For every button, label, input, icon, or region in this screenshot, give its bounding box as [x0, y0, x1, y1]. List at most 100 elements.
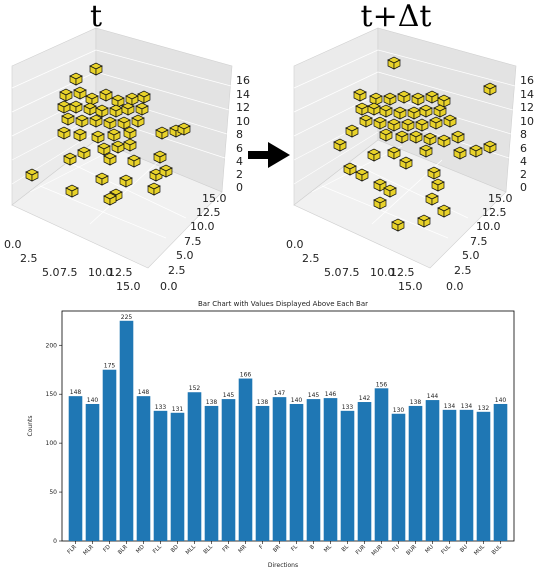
- voxel-cube: [153, 150, 167, 164]
- voxel-cube: [399, 156, 413, 170]
- voxel-cube: [401, 118, 415, 132]
- voxel-cube: [367, 102, 381, 116]
- voxel-cube: [395, 130, 409, 144]
- chart-title: Bar Chart with Values Displayed Above Ea…: [198, 300, 368, 308]
- voxel-cube: [451, 130, 465, 144]
- x-tick-label: BD: [170, 544, 180, 554]
- voxel-cube: [443, 114, 457, 128]
- right-y-tick: 10.0: [476, 220, 501, 233]
- right-3d-panel: t+Δt 16 14 12 10 8 6 4 2 0 0.0 2.5 5.0 7…: [286, 0, 534, 293]
- x-tick-label: BL: [341, 544, 351, 554]
- voxel-cube: [415, 118, 429, 132]
- left-x-tick: 0.0: [4, 238, 22, 251]
- x-tick-label: MR: [238, 544, 248, 554]
- x-tick-label: BUL: [491, 544, 504, 557]
- x-tick-label: BR: [272, 544, 282, 554]
- bar-value-label: 133: [155, 404, 167, 411]
- x-tick-label: FR: [222, 544, 231, 553]
- left-z-tick: 10: [236, 115, 250, 128]
- voxel-cube: [433, 104, 447, 118]
- voxel-cube: [177, 122, 191, 136]
- voxel-cube: [453, 146, 467, 160]
- right-x-tick: 2.5: [302, 252, 320, 265]
- voxel-cube: [343, 162, 357, 176]
- bar-value-label: 145: [308, 392, 320, 399]
- voxel-cube: [111, 140, 125, 154]
- voxel-cube: [427, 166, 441, 180]
- bar-value-label: 175: [104, 363, 116, 370]
- right-y-tick: 12.5: [482, 206, 507, 219]
- voxel-cube: [149, 168, 163, 182]
- voxel-cube: [429, 116, 443, 130]
- left-z-tick: 12: [236, 101, 250, 114]
- bar: [459, 409, 474, 541]
- bar: [289, 403, 304, 541]
- voxel-cube: [111, 94, 125, 108]
- voxel-cube: [95, 104, 109, 118]
- right-x-tick: 0.0: [286, 238, 304, 251]
- right-time-label: t+Δt: [361, 0, 432, 34]
- y-axis-label: Counts: [27, 416, 34, 437]
- voxel-cube: [397, 90, 411, 104]
- right-y-tick: 0.0: [446, 280, 464, 293]
- left-time-label: t: [90, 0, 102, 34]
- voxel-cube: [155, 126, 169, 140]
- voxel-cube: [131, 114, 145, 128]
- bar-value-label: 152: [189, 385, 201, 392]
- bar: [493, 403, 508, 541]
- voxel-cube: [117, 116, 131, 130]
- bar-chart: Bar Chart with Values Displayed Above Ea…: [27, 300, 515, 569]
- x-tick-label: MD: [135, 544, 146, 555]
- left-z-tick: 16: [236, 74, 250, 87]
- voxel-cube: [159, 164, 173, 178]
- right-z-tick: 10: [520, 115, 534, 128]
- x-tick-label: BUR: [405, 544, 418, 557]
- bar-value-label: 133: [342, 404, 354, 411]
- voxel-cube: [333, 138, 347, 152]
- voxel-cube: [75, 114, 89, 128]
- x-tick-label: FLL: [152, 544, 163, 555]
- right-z-tick: 4: [520, 155, 527, 168]
- voxel-cube: [83, 102, 97, 116]
- voxel-cube: [107, 128, 121, 142]
- bar: [408, 405, 423, 541]
- y-tick-label: 150: [46, 391, 58, 398]
- bar-value-label: 130: [393, 407, 405, 414]
- right-x-tick: 5.0: [324, 266, 342, 279]
- voxel-cube: [383, 184, 397, 198]
- x-tick-label: MUR: [371, 544, 384, 557]
- bar: [221, 399, 236, 541]
- voxel-cube: [147, 182, 161, 196]
- right-x-tick: 7.5: [342, 266, 360, 279]
- bar: [357, 402, 372, 541]
- bar-value-label: 134: [444, 403, 456, 410]
- left-y-tick: 0.0: [160, 280, 178, 293]
- voxel-cube: [125, 92, 139, 106]
- right-y-tick: 15.0: [488, 192, 513, 205]
- x-tick-label: FUR: [355, 544, 367, 556]
- bar-value-label: 145: [223, 392, 235, 399]
- bar-value-label: 148: [70, 389, 82, 396]
- bar: [238, 378, 253, 541]
- x-tick-label: MU: [424, 544, 434, 554]
- voxel-cube: [121, 102, 135, 116]
- voxel-cube: [373, 196, 387, 210]
- voxel-cube: [119, 174, 133, 188]
- voxel-cube: [85, 92, 99, 106]
- y-tick-label: 100: [46, 440, 58, 447]
- x-tick-label: BU: [459, 544, 469, 554]
- voxel-cube: [383, 92, 397, 106]
- voxel-cube: [379, 104, 393, 118]
- bar: [136, 396, 151, 541]
- y-tick-label: 200: [46, 342, 58, 349]
- bar: [85, 403, 100, 541]
- voxel-cube: [103, 152, 117, 166]
- voxel-cube: [123, 138, 137, 152]
- voxel-cube: [57, 126, 71, 140]
- voxel-cube: [437, 134, 451, 148]
- x-tick-label: FUL: [440, 544, 452, 556]
- right-y-tick: 7.5: [470, 235, 488, 248]
- right-z-tick: 16: [520, 74, 534, 87]
- bar: [187, 392, 202, 541]
